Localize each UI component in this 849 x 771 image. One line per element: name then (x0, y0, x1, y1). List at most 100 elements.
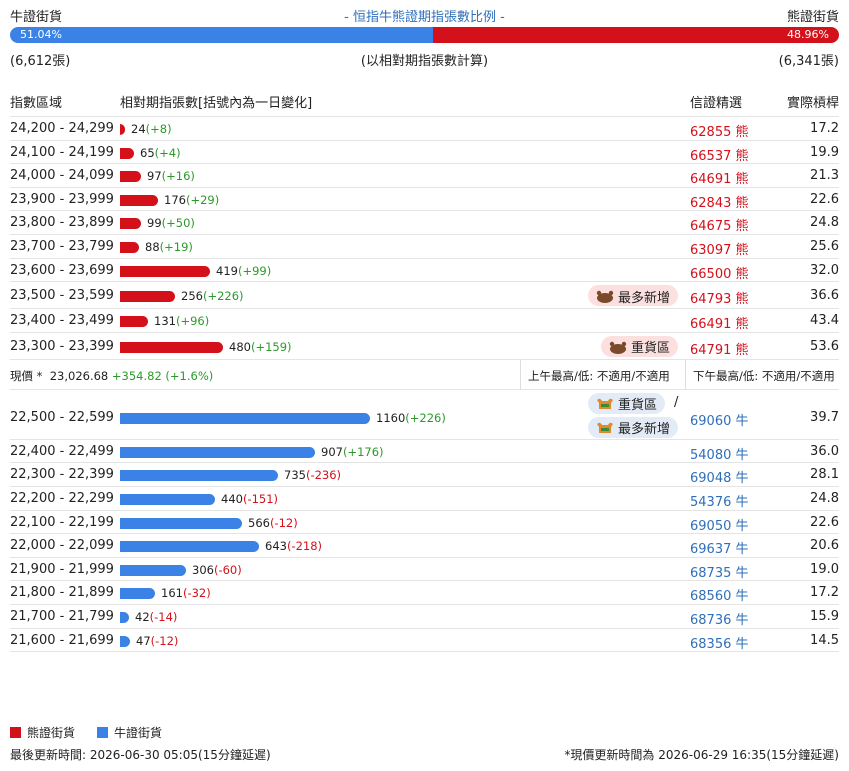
badge-heavy-zone: 重貨區 (600, 335, 678, 357)
contract-count: 907(+176) (321, 444, 384, 459)
range-label: 22,400 - 22,499 (10, 443, 114, 459)
range-label: 22,100 - 22,199 (10, 514, 114, 530)
bear-legend-swatch (10, 727, 21, 738)
top-issuer-link[interactable]: 68560 牛 (690, 589, 749, 605)
leverage-value: 20.6 (810, 538, 839, 554)
range-label: 21,600 - 21,699 (10, 632, 114, 648)
bull-bar (120, 588, 155, 600)
top-issuer-link[interactable]: 68356 牛 (690, 636, 749, 652)
table-row: 22,100 - 22,199 566(-12) 69050 牛 22.6 (10, 509, 839, 534)
contract-count: 419(+99) (216, 263, 272, 278)
bull-ratio-fill: 51.04% (10, 27, 434, 43)
range-label: 22,000 - 22,099 (10, 538, 114, 554)
table-row: 21,700 - 21,799 42(-14) 68736 牛 15.9 (10, 603, 839, 628)
bull-pct: 51.04% (20, 28, 62, 41)
bull-count: (6,612張) (10, 54, 71, 69)
bull-bear-ratio-bar: 51.04% 48.96% (10, 27, 839, 43)
leverage-value: 53.6 (810, 338, 839, 354)
top-issuer-link[interactable]: 54376 牛 (690, 494, 749, 510)
bull-bar (120, 517, 242, 529)
bull-bar (120, 611, 129, 623)
leverage-value: 43.4 (810, 313, 839, 329)
bear-bar (120, 316, 148, 328)
bull-bar (120, 635, 130, 647)
contract-count: 24(+8) (131, 122, 172, 136)
top-issuer-link[interactable]: 68735 牛 (690, 565, 749, 581)
col-range: 指數區域 (10, 96, 63, 111)
table-row: 24,200 - 24,299 24(+8) 62855 熊 17.2 (10, 116, 839, 140)
contract-count: 97(+16) (147, 169, 195, 184)
top-issuer-link[interactable]: 69637 牛 (690, 542, 749, 558)
top-issuer-link[interactable]: 64675 熊 (690, 219, 749, 235)
top-issuer-link[interactable]: 64791 熊 (690, 342, 749, 358)
top-issuer-link[interactable]: 66537 熊 (690, 148, 749, 164)
badge-separator: / (674, 394, 679, 410)
table-row: 23,500 - 23,599 256(+226) 最多新增 64793 熊 36.6 (10, 281, 839, 308)
bull-icon (597, 422, 613, 433)
bear-pct: 48.96% (787, 28, 829, 41)
range-label: 22,200 - 22,299 (10, 490, 114, 506)
range-label: 21,900 - 21,999 (10, 561, 114, 577)
top-issuer-link[interactable]: 63097 熊 (690, 242, 749, 258)
current-price-row: 現價 * 23,026.68 +354.82 (+1.6%) 上午最高/低: 不適… (10, 358, 839, 390)
contract-count: 88(+19) (145, 239, 193, 254)
table-row: 23,900 - 23,999 176(+29) 62843 熊 22.6 (10, 186, 839, 211)
bull-bar (120, 564, 186, 576)
bull-bar (120, 493, 215, 505)
table-row: 21,900 - 21,999 306(-60) 68735 牛 19.0 (10, 556, 839, 581)
ratio-note: (以相對期指張數計算) (360, 54, 489, 69)
price-updated: *現價更新時間為 2026-06-29 16:35(15分鐘延遲) (564, 748, 839, 762)
bull-outstanding-label: 牛證街貨 (10, 10, 63, 25)
table-row: 23,300 - 23,399 480(+159) 重貨區 64791 熊 53.6 (10, 331, 839, 359)
top-issuer-link[interactable]: 64691 熊 (690, 172, 749, 188)
contract-count: 566(-12) (248, 515, 298, 530)
badge-most-new: 最多新增 (587, 285, 678, 307)
top-issuer-link[interactable]: 68736 牛 (690, 612, 749, 628)
table-row: 22,200 - 22,299 440(-151) 54376 牛 24.8 (10, 485, 839, 510)
leverage-value: 15.9 (810, 608, 839, 624)
table-end-divider (10, 651, 839, 653)
pm-high-low: 下午最高/低: 不適用/不適用 (693, 368, 835, 383)
leverage-value: 32.0 (810, 262, 839, 278)
range-label: 24,200 - 24,299 (10, 121, 114, 136)
top-issuer-link[interactable]: 62843 熊 (690, 195, 749, 211)
page-title: - 恒指牛熊證期指張數比例 - (344, 10, 505, 25)
contract-count: 42(-14) (135, 609, 178, 624)
current-price: 現價 * 23,026.68 +354.82 (+1.6%) (10, 368, 214, 383)
leverage-value: 17.2 (810, 585, 839, 601)
bear-ratio-fill: 48.96% (433, 27, 839, 43)
distribution-table: 24,200 - 24,299 24(+8) 62855 熊 17.2 24,100 -… (10, 116, 839, 653)
leverage-value: 24.8 (810, 215, 839, 231)
table-row: 23,800 - 23,899 99(+50) 64675 熊 24.8 (10, 210, 839, 234)
contract-count: 440(-151) (221, 491, 279, 506)
contract-count: 99(+50) (147, 216, 195, 231)
bear-count: (6,341張) (778, 54, 839, 69)
col-leverage: 實際槓桿 (786, 96, 839, 111)
range-label: 24,000 - 24,099 (10, 168, 114, 184)
table-row: 24,000 - 24,099 97(+16) 64691 熊 21.3 (10, 163, 839, 187)
bull-bar (120, 412, 370, 424)
contract-count: 735(-236) (284, 468, 342, 483)
top-issuer-link[interactable]: 54080 牛 (690, 447, 749, 463)
bull-legend-label: 牛證街貨 (114, 726, 163, 740)
range-label: 23,600 - 23,699 (10, 262, 114, 278)
top-issuer-link[interactable]: 69050 牛 (690, 518, 749, 534)
bear-bar (120, 291, 175, 303)
bear-outstanding-label: 熊證街貨 (786, 10, 839, 25)
contract-count: 256(+226) (181, 289, 244, 304)
range-label: 22,300 - 22,399 (10, 467, 114, 483)
top-issuer-link[interactable]: 64793 熊 (690, 292, 749, 308)
top-issuer-link[interactable]: 62855 熊 (690, 125, 749, 140)
top-issuer-link[interactable]: 69060 牛 (690, 413, 749, 429)
bear-bar (120, 194, 158, 206)
top-issuer-link[interactable]: 69048 牛 (690, 471, 749, 487)
table-row: 22,000 - 22,099 643(-218) 69637 牛 20.6 (10, 533, 839, 557)
range-label: 23,300 - 23,399 (10, 338, 114, 354)
contract-count: 1160(+226) (376, 410, 446, 425)
top-issuer-link[interactable]: 66500 熊 (690, 266, 749, 282)
contract-count: 65(+4) (140, 145, 181, 160)
col-contracts: 相對期指張數[括號內為一日變化] (120, 96, 313, 111)
top-issuer-link[interactable]: 66491 熊 (690, 317, 749, 333)
range-label: 23,700 - 23,799 (10, 238, 114, 254)
table-row: 23,400 - 23,499 131(+96) 66491 熊 43.4 (10, 308, 839, 332)
